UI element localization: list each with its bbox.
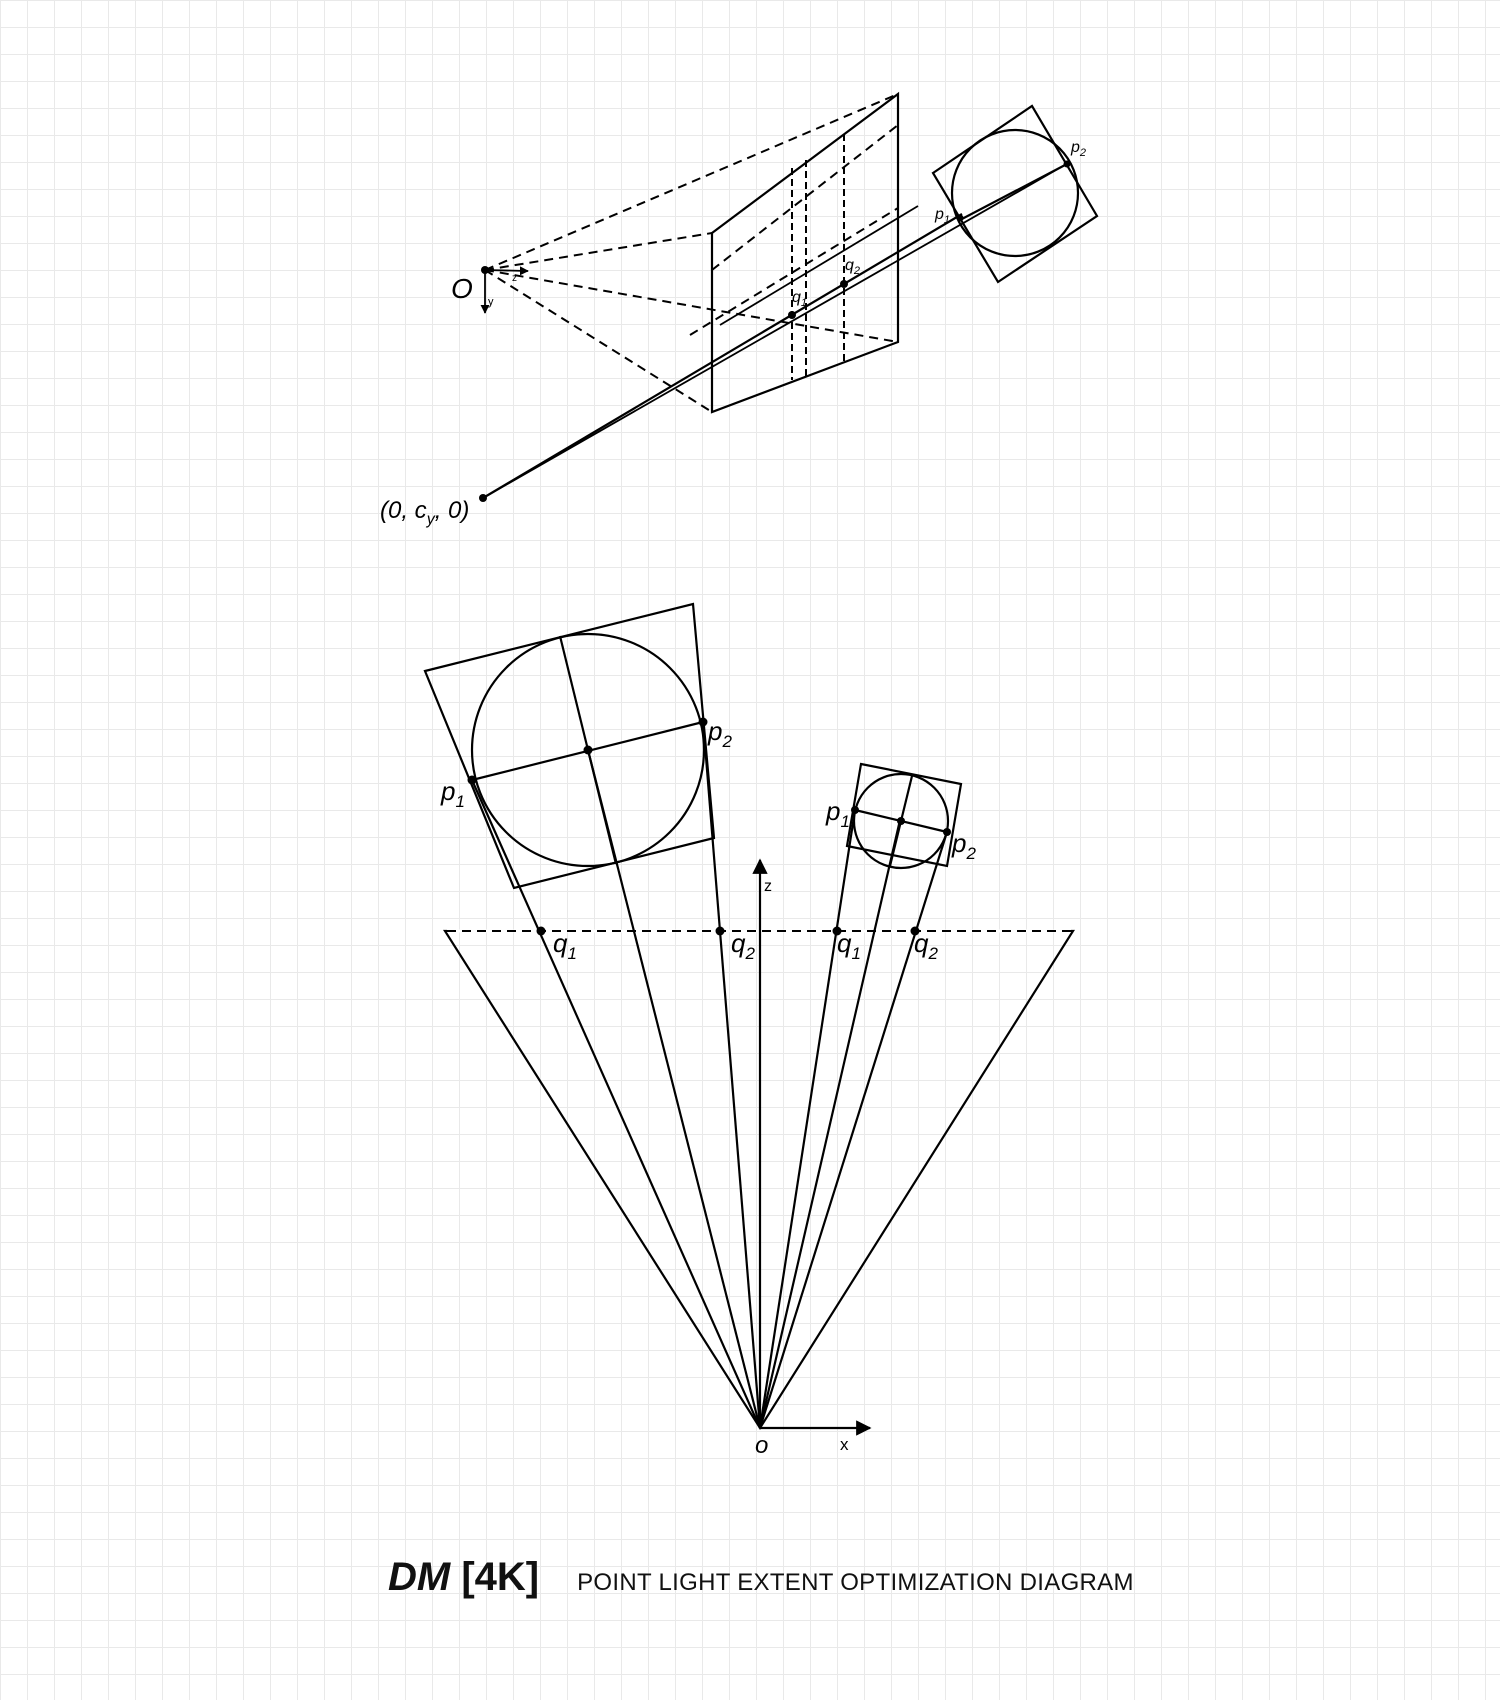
z-axis-label: z — [764, 878, 772, 895]
small-q2-label: q2 — [914, 928, 938, 963]
cy-point — [479, 494, 487, 502]
small-p2-label: p2 — [951, 828, 976, 863]
q2-small — [910, 926, 920, 936]
q2-big — [715, 926, 725, 936]
big-q2-label: q2 — [731, 928, 755, 963]
ray-big-p2 — [701, 719, 762, 1429]
projection-line — [719, 205, 919, 326]
q1-small — [832, 926, 842, 936]
ray-small-p1 — [758, 809, 857, 1429]
light-sphere-large — [423, 602, 716, 890]
perspective-view: O y z (0, cy, 0) p2 p1 q2 q1 — [380, 91, 1099, 528]
z-axis-arrow — [484, 266, 529, 276]
origin-label: o — [755, 1432, 768, 1459]
plane-guide-diagonal — [711, 124, 899, 271]
frustum-edge — [484, 232, 713, 271]
y-axis-label: y — [488, 296, 494, 308]
brand-dm: DM — [388, 1555, 451, 1599]
small-p1-label: p1 — [825, 796, 850, 831]
light-sphere-3d — [931, 104, 1099, 284]
big-q1-label: q1 — [553, 928, 577, 963]
frustum-edge — [484, 93, 899, 271]
planar-view: z x o p2 p1 p1 p2 q1 q2 q1 q2 — [423, 602, 1075, 1459]
small-q1-label: q1 — [837, 928, 861, 963]
top-q2-label: q2 — [845, 257, 860, 277]
q1-point — [788, 311, 796, 319]
origin-label: O — [451, 273, 473, 304]
x-axis-label: x — [840, 1435, 849, 1454]
frustum-edge — [484, 269, 713, 413]
top-p2-label: p2 — [1070, 139, 1086, 159]
plane-guide-horizontal — [689, 207, 899, 336]
ray-small-p2 — [758, 831, 949, 1429]
ray-small-center — [758, 819, 902, 1429]
frustum-edge — [484, 269, 899, 343]
brand-4k: [4K] — [461, 1555, 540, 1599]
tangent-line — [482, 213, 963, 499]
q1-big — [536, 926, 546, 936]
cy-point-label: (0, cy, 0) — [380, 497, 469, 528]
ray-big-p1 — [470, 779, 762, 1429]
big-p1-label: p1 — [440, 776, 465, 811]
z-axis-label: z — [512, 273, 517, 284]
caption: DM [4K] POINT LIGHT EXTENT OPTIMIZATION … — [388, 1555, 1134, 1600]
top-q1-label: q1 — [792, 289, 807, 309]
light-sphere-small — [845, 762, 963, 870]
tangent-line — [482, 161, 1071, 499]
near-plane — [710, 91, 900, 414]
q2-point — [840, 280, 848, 288]
diagram-title: POINT LIGHT EXTENT OPTIMIZATION DIAGRAM — [577, 1569, 1134, 1596]
brand-logo: DM [4K] — [388, 1555, 539, 1600]
big-p2-label: p2 — [707, 716, 732, 751]
top-p1-label: p1 — [934, 206, 950, 226]
